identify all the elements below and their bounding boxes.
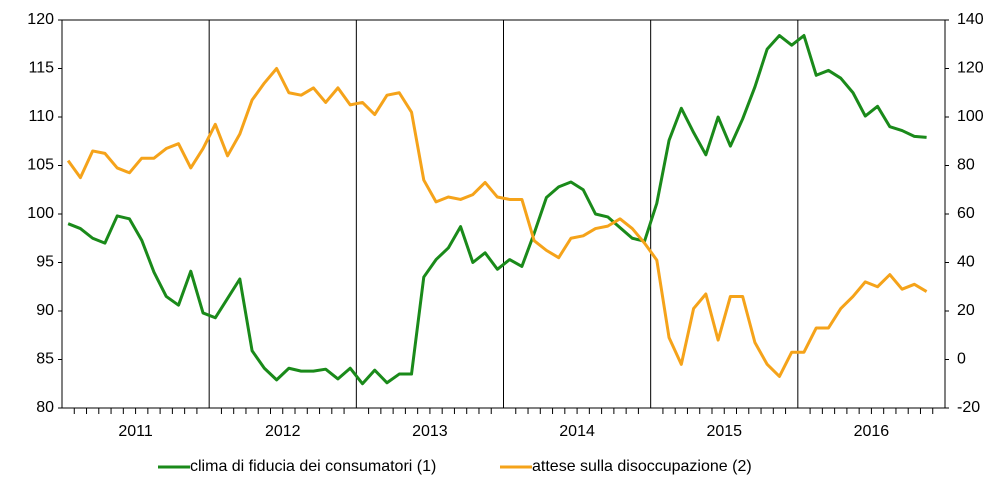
y2-tick-label: 20 xyxy=(957,302,975,319)
x-tick-label: 2016 xyxy=(854,423,890,440)
y2-tick-label: 140 xyxy=(957,11,984,28)
y-tick-label: 115 xyxy=(28,60,54,77)
x-tick-label: 2012 xyxy=(265,423,301,440)
y2-tick-label: -20 xyxy=(957,399,980,416)
y-tick-label: 105 xyxy=(27,157,54,174)
y2-tick-label: 100 xyxy=(957,108,984,125)
x-tick-label: 2015 xyxy=(706,423,742,440)
y-tick-label: 110 xyxy=(28,108,54,125)
y-tick-label: 80 xyxy=(36,399,54,416)
legend-label: clima di fiducia dei consumatori (1) xyxy=(190,458,436,475)
y2-tick-label: 40 xyxy=(957,254,975,271)
y-tick-label: 95 xyxy=(36,254,54,271)
y2-tick-label: 80 xyxy=(957,157,975,174)
y2-tick-label: 60 xyxy=(957,205,975,222)
y-tick-label: 90 xyxy=(36,302,54,319)
x-tick-label: 2014 xyxy=(559,423,595,440)
y2-tick-label: 120 xyxy=(957,60,984,77)
y-tick-label: 120 xyxy=(27,11,54,28)
x-tick-label: 2011 xyxy=(118,423,153,440)
x-tick-label: 2013 xyxy=(412,423,448,440)
y-tick-label: 100 xyxy=(27,205,54,222)
series-line xyxy=(66,67,928,378)
y2-tick-label: 0 xyxy=(957,351,966,368)
y-tick-label: 85 xyxy=(36,351,54,368)
series-line xyxy=(67,34,927,386)
legend-label: attese sulla disoccupazione (2) xyxy=(532,458,752,475)
